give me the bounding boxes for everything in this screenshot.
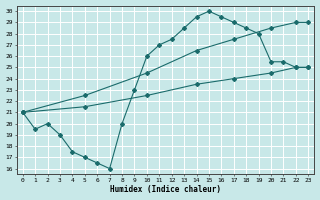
X-axis label: Humidex (Indice chaleur): Humidex (Indice chaleur)	[110, 185, 221, 194]
